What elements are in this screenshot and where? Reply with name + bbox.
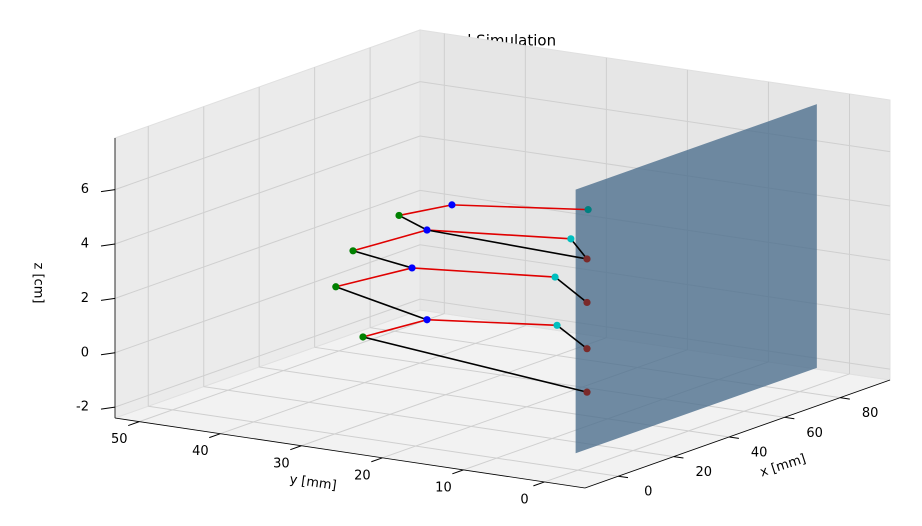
- tick-mark: [100, 352, 116, 356]
- joint: [567, 235, 575, 243]
- bone: [426, 229, 571, 240]
- y-tick-label: 0: [520, 492, 528, 507]
- bone: [570, 238, 588, 260]
- grid-line: [148, 405, 619, 477]
- bone: [426, 229, 588, 260]
- grid-line: [114, 81, 421, 191]
- tick-mark: [209, 433, 221, 439]
- bone: [335, 286, 428, 321]
- tick-mark: [784, 416, 795, 420]
- joint: [448, 201, 456, 209]
- joint: [553, 321, 561, 329]
- tick-mark: [729, 436, 739, 439]
- bone: [451, 204, 589, 211]
- grid-line: [114, 135, 421, 245]
- grid-line: [220, 325, 526, 435]
- x-tick-label: 40: [751, 445, 768, 460]
- y-tick-label: 20: [354, 468, 371, 483]
- joint: [583, 255, 591, 263]
- y-tick-label: 10: [435, 480, 452, 495]
- bone: [352, 250, 413, 269]
- bone: [352, 229, 428, 252]
- y-tick-label: 30: [273, 456, 290, 471]
- tick-mark: [371, 457, 383, 463]
- grid-line: [114, 298, 421, 408]
- grid-line: [114, 244, 421, 354]
- joint: [583, 345, 591, 353]
- tick-mark: [100, 243, 116, 247]
- tick-mark: [452, 469, 464, 475]
- grid-line: [114, 189, 421, 299]
- z-tick-label: 6: [81, 182, 89, 197]
- joint: [349, 247, 357, 255]
- z-tick-label: 2: [81, 291, 89, 306]
- joint: [408, 264, 416, 272]
- joint: [584, 206, 592, 214]
- joint: [423, 316, 431, 324]
- tick-mark: [618, 475, 629, 479]
- x-tick-label: 80: [862, 406, 879, 421]
- grid-line: [139, 313, 445, 423]
- joint: [583, 298, 591, 307]
- bone: [411, 267, 556, 278]
- grid-line: [544, 373, 850, 483]
- tick-mark: [840, 397, 850, 400]
- axis-line: [114, 417, 586, 489]
- joint: [423, 226, 431, 234]
- tick-mark: [290, 445, 302, 451]
- bone: [554, 276, 588, 304]
- tick-mark: [100, 297, 116, 301]
- joint: [551, 273, 559, 281]
- bone: [362, 336, 588, 393]
- y-tick-label: 40: [192, 444, 209, 459]
- tick-mark: [100, 189, 116, 193]
- y-axis-label: y [mm]: [289, 472, 338, 493]
- joint: [583, 388, 591, 396]
- grid-line: [301, 337, 607, 447]
- x-tick-label: 0: [644, 485, 652, 500]
- y-tick-label: 50: [111, 432, 128, 447]
- tick-mark: [533, 481, 545, 487]
- bone: [556, 324, 588, 350]
- tick-mark: [100, 406, 116, 410]
- z-tick-label: 0: [81, 345, 89, 360]
- joint: [395, 211, 403, 220]
- joint: [332, 283, 340, 291]
- z-axis-label: z [cm]: [31, 263, 46, 304]
- x-tick-label: 20: [695, 465, 712, 480]
- tick-mark: [128, 421, 140, 427]
- axis-line: [584, 379, 891, 489]
- bone: [362, 318, 428, 338]
- bone: [398, 214, 428, 231]
- x-tick-label: 60: [806, 426, 823, 441]
- joint: [359, 333, 367, 341]
- z-tick-label: 4: [81, 237, 89, 252]
- bone: [398, 204, 453, 217]
- tick-mark: [673, 456, 684, 459]
- z-tick-label: -2: [76, 400, 89, 415]
- bone: [426, 318, 558, 327]
- bone: [335, 267, 413, 288]
- plane: [575, 104, 817, 454]
